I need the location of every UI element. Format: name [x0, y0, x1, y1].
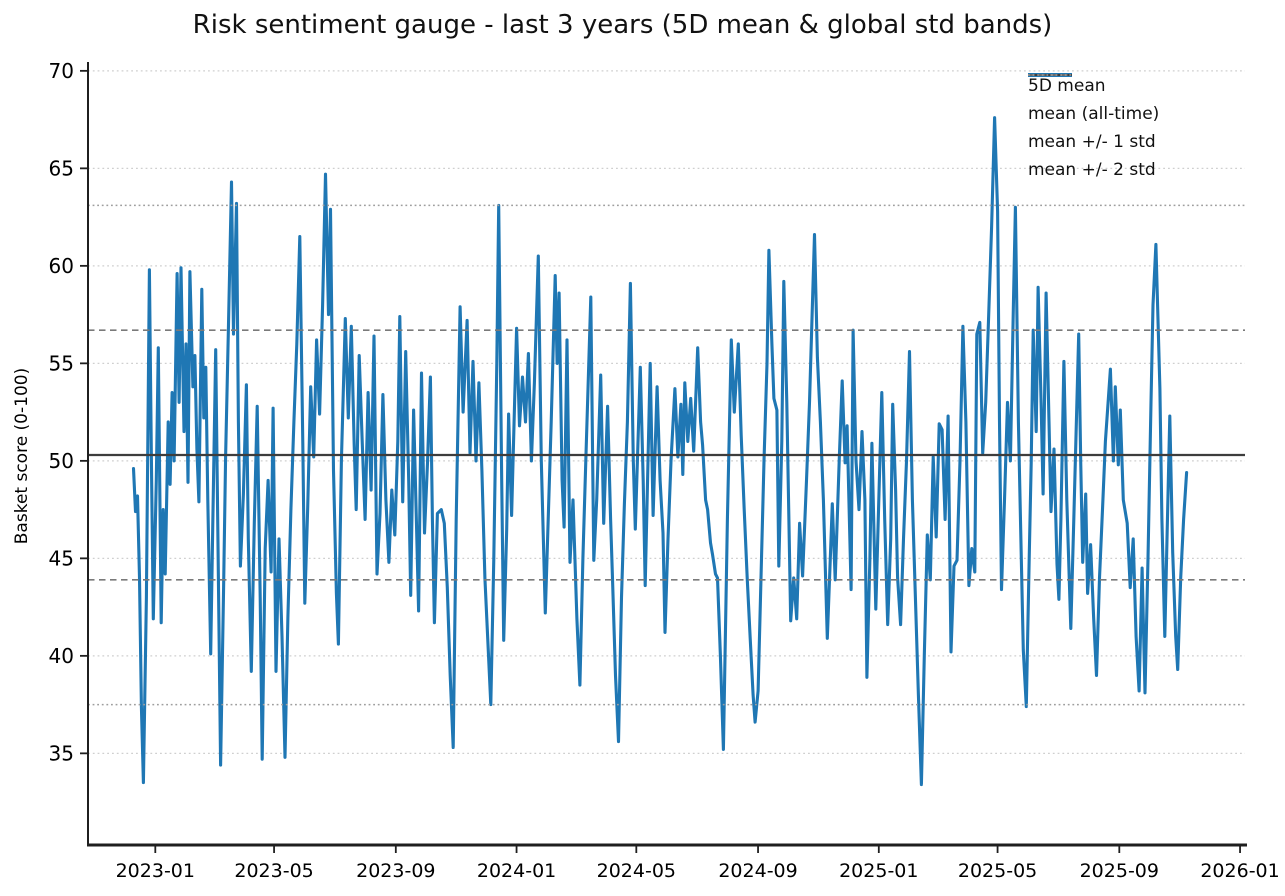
- y-tick-label: 45: [49, 546, 74, 570]
- y-tick-label: 35: [49, 741, 74, 765]
- y-tick-label: 50: [49, 449, 74, 473]
- legend-label-2std: mean +/- 2 std: [1028, 160, 1156, 180]
- y-tick-label: 65: [49, 156, 74, 180]
- legend-label-mean: mean (all-time): [1028, 104, 1160, 124]
- x-tick-label: 2023-05: [234, 860, 313, 882]
- series-5d-mean-line: [131, 116, 1189, 787]
- x-tick-label: 2025-05: [958, 860, 1037, 882]
- x-tick-label: 2024-09: [718, 860, 797, 882]
- y-tick-label: 70: [49, 59, 74, 83]
- legend-label-5d-mean: 5D mean: [1028, 76, 1106, 96]
- legend-row-mean: mean (all-time): [1028, 74, 1160, 128]
- legend-row-1std: mean +/- 1 std: [1028, 74, 1159, 156]
- legend: 5D mean mean (all-time) mean +/- 1 std m…: [1028, 72, 1159, 184]
- x-tick-label: 2026-01: [1200, 860, 1279, 882]
- legend-label-1std: mean +/- 1 std: [1028, 132, 1156, 152]
- x-tick-label: 2025-09: [1080, 860, 1159, 882]
- chart-title: Risk sentiment gauge - last 3 years (5D …: [192, 10, 1053, 40]
- x-tick-label: 2025-01: [839, 860, 918, 882]
- legend-row-2std: mean +/- 2 std: [1028, 74, 1159, 184]
- x-tick-label: 2023-01: [116, 860, 195, 882]
- y-tick-label: 40: [49, 644, 74, 668]
- legend-sample-2std-line: [1028, 74, 1072, 76]
- x-tick-label: 2024-01: [477, 860, 556, 882]
- legend-sample-1std-line: [1028, 74, 1072, 76]
- x-tick-label: 2024-05: [597, 860, 676, 882]
- y-tick-label: 60: [49, 254, 74, 278]
- x-tick-label: 2023-09: [356, 860, 435, 882]
- y-tick-label: 55: [49, 351, 74, 375]
